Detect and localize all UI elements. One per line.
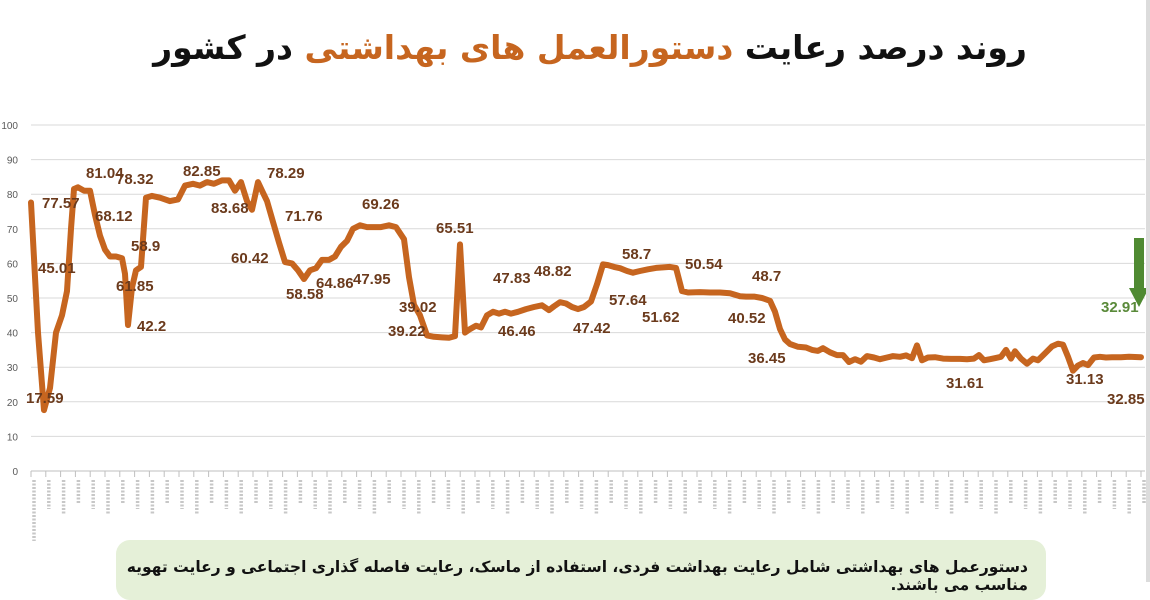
data-label: 47.42: [573, 320, 611, 337]
data-label: 48.82: [534, 263, 572, 280]
y-tick-label: 100: [1, 121, 18, 132]
data-label: 58.9: [131, 238, 160, 255]
data-label: 81.04: [86, 165, 124, 182]
data-label: 78.32: [116, 171, 154, 188]
y-tick-label: 80: [7, 190, 19, 201]
data-label: 50.54: [685, 256, 723, 273]
data-label: 83.68: [211, 200, 249, 217]
gridlines: [31, 124, 1145, 472]
y-tick-label: 30: [7, 363, 19, 374]
data-label: 31.61: [946, 375, 984, 392]
title-highlight: دستورالعمل های بهداشتی: [304, 28, 734, 67]
title-part-2: در کشور: [153, 28, 305, 67]
data-label: 82.85: [183, 163, 221, 180]
y-tick-label: 60: [7, 259, 19, 270]
data-label: 47.95: [353, 271, 391, 288]
data-label: 61.85: [116, 278, 154, 295]
y-axis-ticks: 0 10 20 30 40 50 60 70 80 90 100: [1, 121, 18, 478]
data-label: 45.01: [38, 260, 76, 277]
info-note: دستورعمل های بهداشتی شامل رعایت بهداشت ف…: [116, 540, 1046, 600]
down-arrow-icon: [1129, 238, 1149, 307]
data-labels: 17.59 45.01 77.57 81.04 68.12 78.32 58.9 61.85 4…: [26, 163, 1145, 408]
data-label: 78.29: [267, 165, 305, 182]
data-label: 46.46: [498, 323, 536, 340]
data-label: 39.02: [399, 299, 437, 316]
data-label: 48.7: [752, 268, 781, 285]
data-label: 40.52: [728, 310, 766, 327]
data-label: 39.22: [388, 323, 426, 340]
data-label: 17.59: [26, 390, 64, 407]
y-tick-label: 70: [7, 225, 19, 236]
data-label: 71.76: [285, 208, 323, 225]
series-line: [28, 177, 1144, 414]
y-tick-label: 50: [7, 294, 19, 305]
x-axis-ticks: [30, 471, 1146, 541]
data-label: 65.51: [436, 220, 474, 237]
y-tick-label: 90: [7, 156, 19, 167]
data-label: 68.12: [95, 208, 133, 225]
y-tick-label: 0: [12, 467, 18, 478]
data-label: 69.26: [362, 196, 400, 213]
data-label: 36.45: [748, 350, 786, 367]
data-label: 58.58: [286, 286, 324, 303]
y-tick-label: 10: [7, 432, 19, 443]
data-label: 47.83: [493, 270, 531, 287]
data-label: 64.86: [316, 275, 354, 292]
data-label: 77.57: [42, 195, 80, 212]
title-part-1: روند درصد رعایت: [733, 28, 1028, 67]
data-label: 58.7: [622, 246, 651, 263]
data-label: 32.85: [1107, 391, 1145, 408]
data-label: 31.13: [1066, 371, 1104, 388]
info-note-text: دستورعمل های بهداشتی شامل رعایت بهداشت ف…: [126, 558, 1028, 594]
right-edge-border: [1146, 0, 1150, 582]
data-label: 32.91: [1101, 299, 1139, 316]
chart-title: روند درصد رعایت دستورالعمل های بهداشتی د…: [0, 28, 1150, 67]
data-label: 42.2: [137, 318, 166, 335]
data-label: 60.42: [231, 250, 269, 267]
line-chart: 0 10 20 30 40 50 60 70 80 90 100 17.59 45.01 77.57 81…: [1, 121, 1149, 541]
y-tick-label: 40: [7, 329, 19, 340]
y-tick-label: 20: [7, 398, 19, 409]
data-label: 57.64: [609, 292, 647, 309]
data-label: 51.62: [642, 309, 680, 326]
